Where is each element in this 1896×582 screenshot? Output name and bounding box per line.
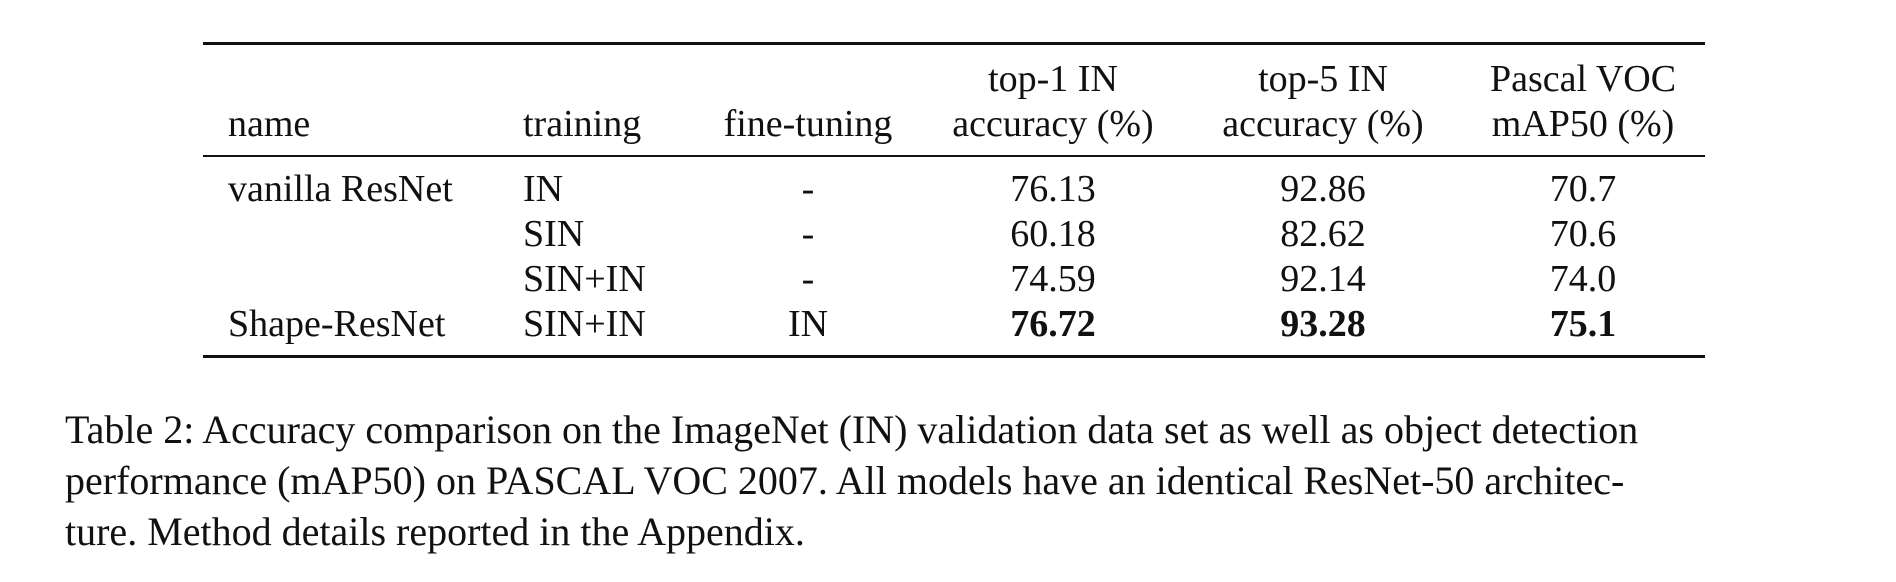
table-body: vanilla ResNet IN - 76.13 92.86 70.7 SIN… (203, 157, 1705, 355)
cell-fine-tuning: - (801, 213, 815, 255)
cell-voc-best: 75.1 (1549, 303, 1617, 345)
header-top5: top-5 IN accuracy (%) (1208, 57, 1438, 147)
table-bottom-rule (203, 355, 1705, 358)
table-header: name training fine-tuning top-1 IN accur… (203, 45, 1705, 155)
header-training: training (523, 103, 642, 145)
cell-voc: 70.7 (1549, 168, 1617, 210)
results-table: name training fine-tuning top-1 IN accur… (203, 42, 1705, 358)
header-voc-line1: Pascal VOC (1489, 58, 1677, 100)
header-top5-line1: top-5 IN (1258, 58, 1388, 100)
cell-training: SIN+IN (523, 303, 646, 345)
cell-top1: 76.13 (1010, 168, 1096, 210)
cell-voc: 70.6 (1549, 213, 1617, 255)
cell-name: Shape-ResNet (228, 303, 446, 345)
cell-top1: 60.18 (1010, 213, 1096, 255)
table-top-rule (203, 42, 1705, 45)
cell-top5: 92.86 (1280, 168, 1366, 210)
header-voc-line2: mAP50 (%) (1491, 103, 1675, 145)
cell-fine-tuning: - (801, 168, 815, 210)
table-caption: Table 2: Accuracy comparison on the Imag… (65, 404, 1865, 557)
header-voc: Pascal VOC mAP50 (%) (1473, 57, 1693, 147)
caption-line-2: performance (mAP50) on PASCAL VOC 2007. … (65, 458, 1625, 503)
cell-fine-tuning: IN (787, 303, 829, 345)
table-row: Shape-ResNet SIN+IN IN 76.72 93.28 75.1 (203, 302, 1705, 347)
cell-fine-tuning: - (801, 258, 815, 300)
table-row: SIN - 60.18 82.62 70.6 (203, 212, 1705, 257)
cell-top1: 74.59 (1010, 258, 1096, 300)
caption-line-1: Table 2: Accuracy comparison on the Imag… (65, 407, 1639, 452)
cell-voc: 74.0 (1549, 258, 1617, 300)
table-row: vanilla ResNet IN - 76.13 92.86 70.7 (203, 167, 1705, 212)
cell-top5: 92.14 (1280, 258, 1366, 300)
cell-training: SIN+IN (523, 258, 646, 300)
table-row: SIN+IN - 74.59 92.14 74.0 (203, 257, 1705, 302)
header-top1: top-1 IN accuracy (%) (938, 57, 1168, 147)
cell-name: vanilla ResNet (228, 168, 453, 210)
cell-top1-best: 76.72 (1010, 303, 1096, 345)
header-top1-line1: top-1 IN (988, 58, 1118, 100)
table-header-rule (203, 155, 1705, 157)
header-name: name (228, 103, 311, 145)
cell-training: IN (523, 168, 564, 210)
caption-line-3: ture. Method details reported in the App… (65, 509, 805, 554)
cell-top5-best: 93.28 (1280, 303, 1366, 345)
header-top1-line2: accuracy (%) (952, 103, 1154, 145)
cell-top5: 82.62 (1280, 213, 1366, 255)
header-top5-line2: accuracy (%) (1222, 103, 1424, 145)
cell-training: SIN (523, 213, 585, 255)
header-fine-tuning: fine-tuning (723, 103, 893, 145)
